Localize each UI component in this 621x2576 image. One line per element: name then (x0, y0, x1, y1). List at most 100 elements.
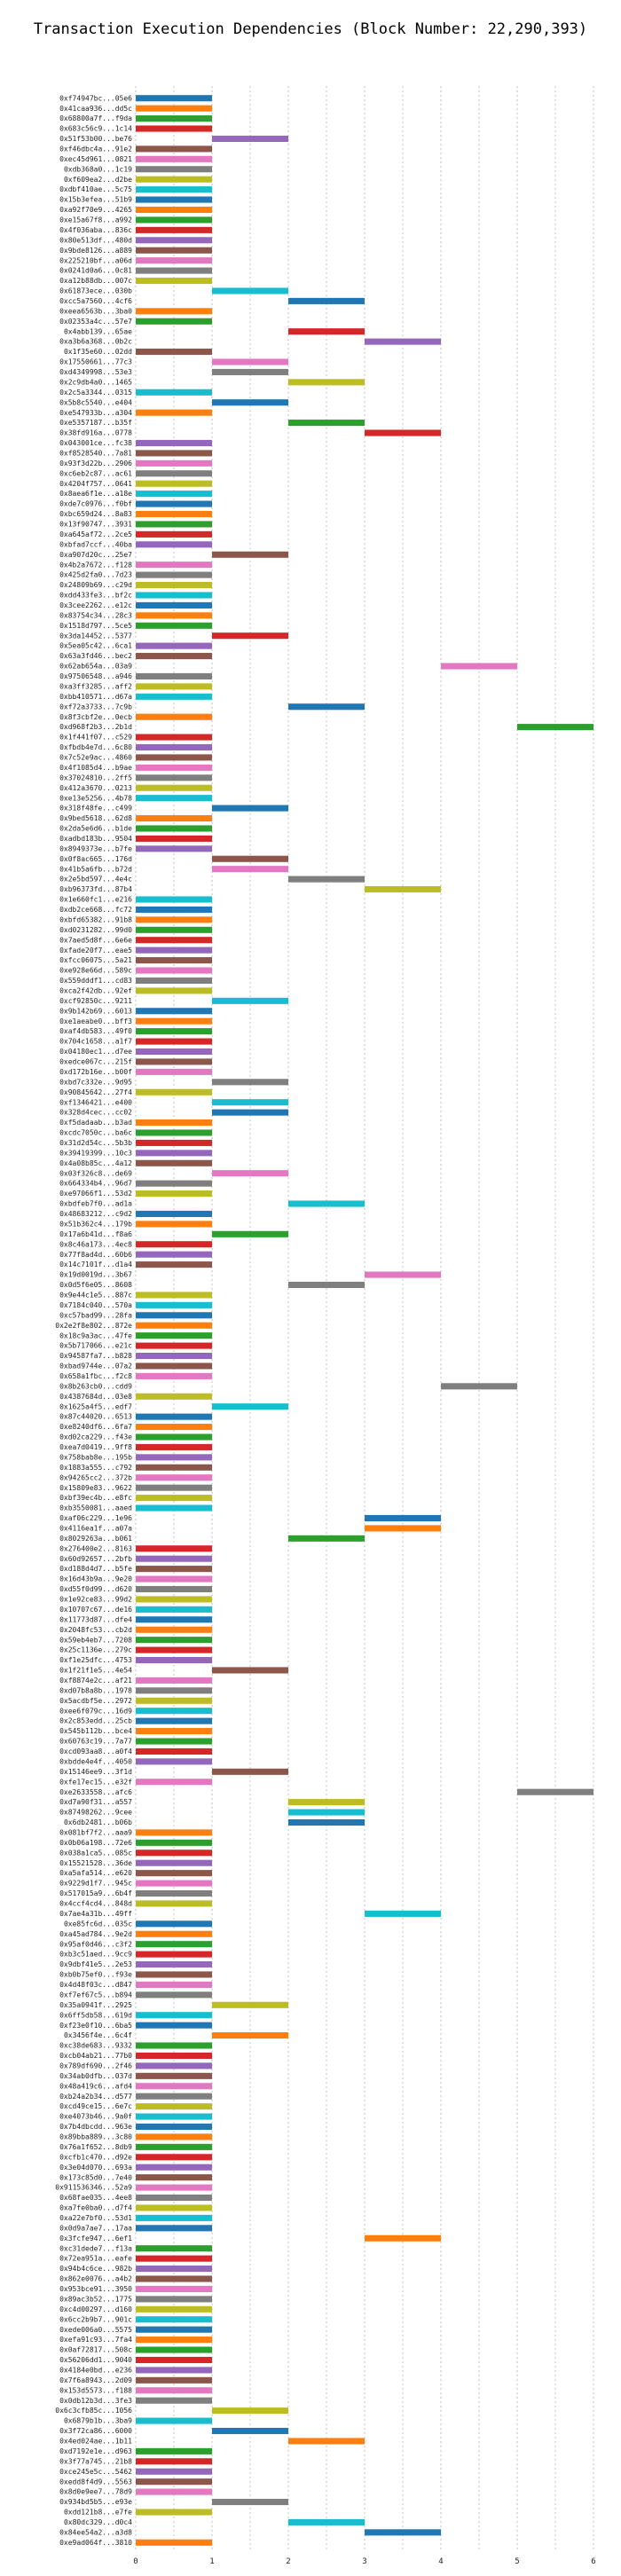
y-tick-label: 0x13f90747...3931 (59, 521, 132, 529)
y-tick-label: 0xc57bad99...28fa (59, 1311, 132, 1319)
y-tick-label: 0xb24a2b34...d577 (59, 2093, 132, 2101)
bar (212, 2407, 288, 2415)
bar (136, 1758, 212, 1765)
y-tick-label: 0x03f326c8...de69 (59, 1169, 132, 1177)
y-tick-label: 0xf5dadaab...b3ad (59, 1119, 132, 1127)
y-tick-label: 0x1625a4f5...edf7 (59, 1402, 132, 1410)
y-tick-label: 0x14c7101f...d1a4 (59, 1261, 132, 1268)
bar (136, 2478, 212, 2486)
bar (136, 2042, 212, 2049)
y-tick-label: 0xa3ff3285...aff2 (59, 682, 132, 690)
bar (441, 663, 517, 670)
bar (136, 530, 212, 538)
bar (136, 2296, 212, 2303)
bar (136, 1981, 212, 1988)
y-tick-label: 0xf74947bc...05e6 (59, 94, 132, 102)
y-tick-label: 0xa5afa514...e620 (59, 1869, 132, 1877)
y-tick-label: 0xb3550081...aaed (59, 1504, 132, 1512)
y-tick-label: 0x9bed5618...62d8 (59, 814, 132, 822)
bar (136, 1850, 212, 1857)
y-tick-label: 0x15809e83...9622 (59, 1484, 132, 1492)
y-tick-label: 0x4ed024ae...1b11 (59, 2438, 132, 2446)
bar (212, 287, 288, 295)
y-tick-label: 0xcb04ab21...77b0 (59, 2052, 132, 2060)
y-tick-label: 0x789df690...2f46 (59, 2062, 132, 2069)
bar (136, 937, 212, 944)
bar (136, 105, 212, 112)
bar (136, 2367, 212, 2374)
y-tick-label: 0x7f6a8943...2d09 (59, 2376, 132, 2384)
bar (136, 470, 212, 477)
x-tick-label: 2 (286, 2557, 290, 2566)
bar (136, 845, 212, 852)
bar (136, 734, 212, 741)
bar (136, 1677, 212, 1684)
bar (365, 338, 441, 345)
bar (517, 1788, 593, 1795)
y-tick-label: 0x2e2f8e802...872e (55, 1322, 132, 1330)
bar (441, 1383, 517, 1390)
bar (136, 784, 212, 791)
y-tick-label: 0x038a1ca5...085c (59, 1849, 132, 1857)
bar (136, 2509, 212, 2516)
y-tick-label: 0xe85fc6d...035c (64, 1920, 132, 1928)
y-tick-label: 0x3da14452...5377 (59, 632, 132, 640)
bar (136, 1150, 212, 1157)
y-tick-label: 0x2c5a3344...0315 (59, 389, 132, 397)
y-tick-label: 0xbdde4e4f...4050 (59, 1757, 132, 1765)
bar (365, 1271, 441, 1278)
bar (136, 349, 212, 356)
y-tick-label: 0xc6eb2c87...ac61 (59, 469, 132, 477)
x-tick-label: 5 (515, 2557, 519, 2566)
y-tick-label: 0x559dddf1...cd83 (59, 977, 132, 985)
y-tick-label: 0xbfad7ccf...40ba (59, 540, 132, 548)
y-tick-label: 0x0af72817...508c (59, 2346, 132, 2354)
y-tick-label: 0x081bf7f2...aaa9 (59, 1829, 132, 1837)
bar (136, 2488, 212, 2495)
y-tick-label: 0x0f8ac665...176d (59, 855, 132, 863)
bar (136, 1048, 212, 1056)
bar (136, 1393, 212, 1400)
y-tick-label: 0xd0231282...99d0 (59, 926, 132, 934)
bar (136, 1008, 212, 1015)
y-tick-label: 0x9dbf41e5...2e53 (59, 1960, 132, 1968)
bar (136, 1951, 212, 1958)
y-tick-label: 0xcf92850c...9211 (59, 997, 132, 1005)
y-tick-label: 0xfcc06075...5a21 (59, 956, 132, 964)
y-tick-label: 0x8aea6f1e...a18e (59, 490, 132, 498)
y-tick-label: 0xe8240df6...6fa7 (59, 1423, 132, 1431)
bar (136, 389, 212, 396)
y-tick-label: 0x658a1fbc...f2c8 (59, 1372, 132, 1380)
chart-x-ticks: 0 1 2 3 4 5 6 (133, 2557, 595, 2566)
y-tick-label: 0x84ee54a2...a3d8 (59, 2528, 132, 2536)
bar (136, 439, 212, 447)
y-tick-label: 0xcfb1c470...d92e (59, 2153, 132, 2161)
bar (365, 886, 441, 893)
bar (212, 2499, 288, 2506)
bar (136, 450, 212, 457)
bar (136, 1180, 212, 1187)
bar (212, 551, 288, 558)
x-tick-label: 4 (438, 2557, 443, 2566)
y-tick-label: 0xea7d0419...9ff8 (59, 1443, 132, 1451)
bar (212, 855, 288, 862)
bar (212, 1768, 288, 1775)
bar (136, 795, 212, 802)
bar (212, 1170, 288, 1177)
y-tick-label: 0x173c85d0...7e40 (59, 2173, 132, 2181)
bar (136, 1119, 212, 1127)
y-tick-label: 0xadbd183b...9504 (59, 835, 132, 843)
y-tick-label: 0xf8528540...7a81 (59, 450, 132, 458)
bar (288, 2518, 365, 2525)
bar (136, 480, 212, 487)
bar (136, 2316, 212, 2323)
y-tick-label: 0x5b8c5540...e404 (59, 398, 132, 406)
bar (136, 764, 212, 771)
y-tick-label: 0x9bde8126...a889 (59, 247, 132, 255)
y-tick-label: 0x3456f4e...6c4f (64, 2031, 132, 2039)
y-tick-label: 0x0d9a7ae7...17aa (59, 2224, 132, 2232)
bar (136, 1058, 212, 1065)
y-tick-label: 0x225210bf...a06d (59, 256, 132, 264)
y-tick-label: 0xe1aeabe0...bff3 (59, 1017, 132, 1025)
bar (136, 1616, 212, 1623)
